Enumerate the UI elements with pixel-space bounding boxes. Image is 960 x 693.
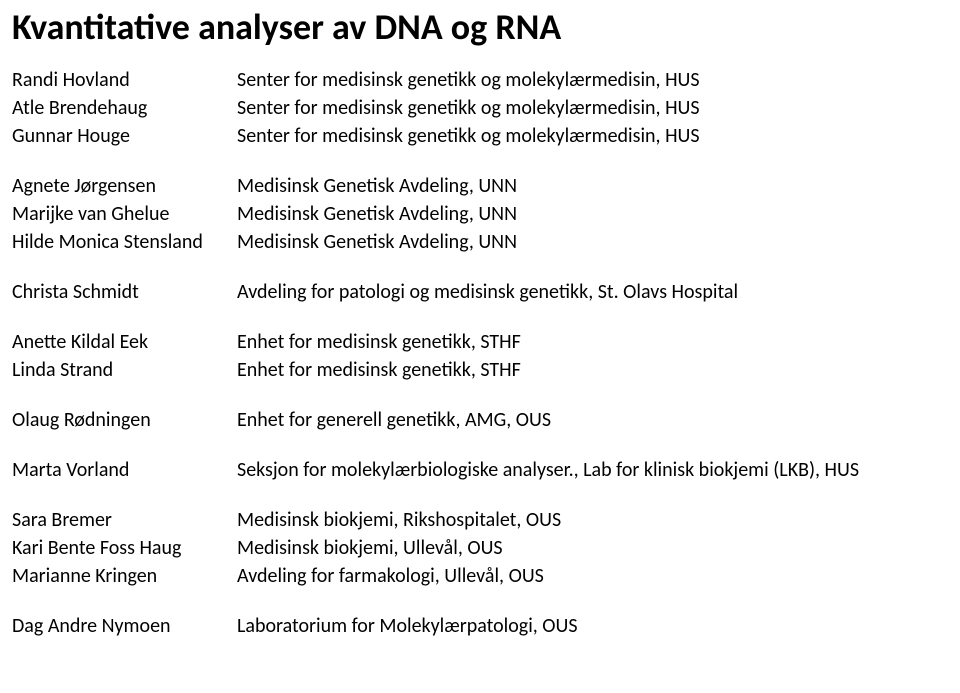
author-affiliation: Medisinsk Genetisk Avdeling, UNN — [237, 200, 948, 228]
author-affiliation: Enhet for medisinsk genetikk, STHF — [237, 356, 948, 384]
author-row: Marta VorlandSeksjon for molekylærbiolog… — [12, 456, 948, 484]
author-affiliation: Laboratorium for Molekylærpatologi, OUS — [237, 612, 948, 640]
author-row: Gunnar HougeSenter for medisinsk genetik… — [12, 122, 948, 150]
author-row: Marijke van GhelueMedisinsk Genetisk Avd… — [12, 200, 948, 228]
author-name: Randi Hovland — [12, 66, 237, 94]
author-group: Marta VorlandSeksjon for molekylærbiolog… — [12, 456, 948, 484]
author-affiliation: Avdeling for farmakologi, Ullevål, OUS — [237, 562, 948, 590]
author-row: Christa SchmidtAvdeling for patologi og … — [12, 278, 948, 306]
author-row: Hilde Monica StenslandMedisinsk Genetisk… — [12, 228, 948, 256]
author-group: Christa SchmidtAvdeling for patologi og … — [12, 278, 948, 306]
author-affiliation: Medisinsk biokjemi, Rikshospitalet, OUS — [237, 506, 948, 534]
author-group: Anette Kildal EekEnhet for medisinsk gen… — [12, 328, 948, 384]
author-affiliation: Enhet for medisinsk genetikk, STHF — [237, 328, 948, 356]
author-group: Olaug RødningenEnhet for generell geneti… — [12, 406, 948, 434]
author-row: Sara BremerMedisinsk biokjemi, Rikshospi… — [12, 506, 948, 534]
author-row: Agnete JørgensenMedisinsk Genetisk Avdel… — [12, 172, 948, 200]
author-name: Kari Bente Foss Haug — [12, 534, 237, 562]
author-name: Linda Strand — [12, 356, 237, 384]
author-row: Dag Andre NymoenLaboratorium for Molekyl… — [12, 612, 948, 640]
author-name: Anette Kildal Eek — [12, 328, 237, 356]
author-affiliation: Senter for medisinsk genetikk og molekyl… — [237, 94, 948, 122]
author-affiliation: Medisinsk Genetisk Avdeling, UNN — [237, 228, 948, 256]
author-row: Randi HovlandSenter for medisinsk geneti… — [12, 66, 948, 94]
author-name: Marta Vorland — [12, 456, 237, 484]
author-affiliation: Avdeling for patologi og medisinsk genet… — [237, 278, 948, 306]
author-group: Sara BremerMedisinsk biokjemi, Rikshospi… — [12, 506, 948, 590]
author-name: Agnete Jørgensen — [12, 172, 237, 200]
author-row: Atle BrendehaugSenter for medisinsk gene… — [12, 94, 948, 122]
author-group: Dag Andre NymoenLaboratorium for Molekyl… — [12, 612, 948, 640]
author-name: Olaug Rødningen — [12, 406, 237, 434]
author-name: Atle Brendehaug — [12, 94, 237, 122]
author-affiliation: Medisinsk biokjemi, Ullevål, OUS — [237, 534, 948, 562]
page-title: Kvantitative analyser av DNA og RNA — [12, 8, 948, 48]
author-name: Gunnar Houge — [12, 122, 237, 150]
author-row: Olaug RødningenEnhet for generell geneti… — [12, 406, 948, 434]
author-group: Randi HovlandSenter for medisinsk geneti… — [12, 66, 948, 150]
author-affiliation: Enhet for generell genetikk, AMG, OUS — [237, 406, 948, 434]
author-name: Hilde Monica Stensland — [12, 228, 237, 256]
author-list: Randi HovlandSenter for medisinsk geneti… — [12, 66, 948, 640]
author-group: Agnete JørgensenMedisinsk Genetisk Avdel… — [12, 172, 948, 256]
author-affiliation: Senter for medisinsk genetikk og molekyl… — [237, 122, 948, 150]
author-row: Anette Kildal EekEnhet for medisinsk gen… — [12, 328, 948, 356]
author-affiliation: Medisinsk Genetisk Avdeling, UNN — [237, 172, 948, 200]
author-name: Sara Bremer — [12, 506, 237, 534]
author-name: Dag Andre Nymoen — [12, 612, 237, 640]
author-row: Marianne KringenAvdeling for farmakologi… — [12, 562, 948, 590]
author-row: Linda StrandEnhet for medisinsk genetikk… — [12, 356, 948, 384]
author-affiliation: Seksjon for molekylærbiologiske analyser… — [237, 456, 948, 484]
author-name: Christa Schmidt — [12, 278, 237, 306]
author-name: Marianne Kringen — [12, 562, 237, 590]
author-name: Marijke van Ghelue — [12, 200, 237, 228]
author-affiliation: Senter for medisinsk genetikk og molekyl… — [237, 66, 948, 94]
author-row: Kari Bente Foss HaugMedisinsk biokjemi, … — [12, 534, 948, 562]
